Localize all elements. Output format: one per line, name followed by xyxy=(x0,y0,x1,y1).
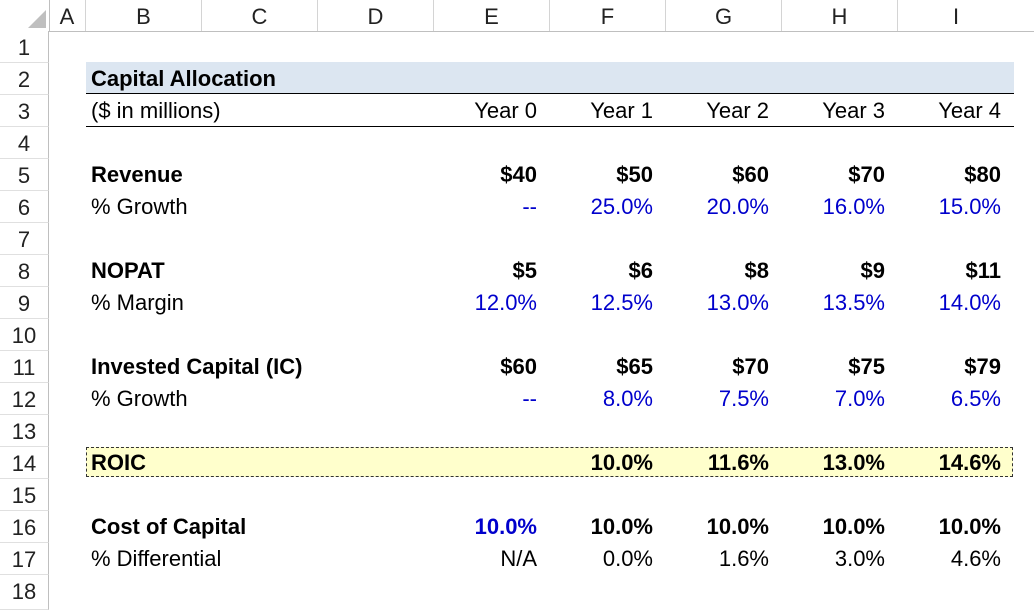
row-header-3[interactable]: 3 xyxy=(0,95,49,127)
column-header-f[interactable]: F xyxy=(550,0,666,31)
ic-growth-cell[interactable]: 7.0% xyxy=(834,386,885,411)
row-header-2[interactable]: 2 xyxy=(0,63,49,95)
column-header-b[interactable]: B xyxy=(86,0,202,31)
units-label[interactable]: ($ in millions) xyxy=(91,98,221,123)
cost-of-capital-cell[interactable]: 10.0% xyxy=(938,514,1001,539)
revenue-growth-cell[interactable]: 15.0% xyxy=(938,194,1001,219)
year-header[interactable]: Year 0 xyxy=(474,98,537,123)
ic-growth-cell[interactable]: -- xyxy=(522,386,537,411)
row-header-11[interactable]: 11 xyxy=(0,351,49,383)
column-header-e[interactable]: E xyxy=(434,0,550,31)
revenue-growth-cell[interactable]: -- xyxy=(522,194,537,219)
column-header-d[interactable]: D xyxy=(318,0,434,31)
differential-cell[interactable]: 3.0% xyxy=(834,546,885,571)
ic-growth-cell[interactable]: 6.5% xyxy=(950,386,1001,411)
nopat-cell[interactable]: $5 xyxy=(512,258,537,283)
row-header-8[interactable]: 8 xyxy=(0,255,49,287)
roic-cell[interactable]: 14.6% xyxy=(938,450,1001,475)
cost-of-capital-cell[interactable]: 10.0% xyxy=(822,514,885,539)
select-all-triangle-icon xyxy=(28,10,46,28)
nopat-margin-cell[interactable]: 12.0% xyxy=(474,290,537,315)
cost-of-capital-cell[interactable]: 10.0% xyxy=(590,514,653,539)
row-header-4[interactable]: 4 xyxy=(0,127,49,159)
revenue-cell[interactable]: $60 xyxy=(732,162,769,187)
sheet-title[interactable]: Capital Allocation xyxy=(91,66,276,91)
row-header-5[interactable]: 5 xyxy=(0,159,49,191)
cost-of-capital-cell[interactable]: 10.0% xyxy=(706,514,769,539)
differential-cell[interactable]: 1.6% xyxy=(718,546,769,571)
revenue-cell[interactable]: $50 xyxy=(616,162,653,187)
column-header-a[interactable]: A xyxy=(49,0,86,31)
invested-capital-cell[interactable]: $60 xyxy=(500,354,537,379)
column-header-i[interactable]: I xyxy=(952,4,960,29)
row-header-10[interactable]: 10 xyxy=(0,319,49,351)
roic-highlight-band xyxy=(86,447,1013,477)
nopat-cell[interactable]: $6 xyxy=(628,258,653,283)
differential-cell[interactable]: 0.0% xyxy=(602,546,653,571)
nopat-margin-cell[interactable]: 12.5% xyxy=(590,290,653,315)
row-header-9[interactable]: 9 xyxy=(0,287,49,319)
roic-label[interactable]: ROIC xyxy=(91,450,146,475)
roic-cell[interactable]: 13.0% xyxy=(822,450,885,475)
nopat-cell[interactable]: $11 xyxy=(965,258,1002,283)
row-header-15[interactable]: 15 xyxy=(0,479,49,511)
nopat-label[interactable]: NOPAT xyxy=(91,258,165,283)
row-header-14[interactable]: 14 xyxy=(0,447,49,479)
row-header-17[interactable]: 17 xyxy=(0,543,49,575)
year-header[interactable]: Year 3 xyxy=(822,98,885,123)
invested-capital-label[interactable]: Invested Capital (IC) xyxy=(91,354,303,379)
row-header-6[interactable]: 6 xyxy=(0,191,49,223)
invested-capital-cell[interactable]: $79 xyxy=(964,354,1001,379)
nopat-cell[interactable]: $9 xyxy=(860,258,885,283)
ic-growth-cell[interactable]: 8.0% xyxy=(602,386,653,411)
column-header-g[interactable]: G xyxy=(666,0,782,31)
differential-label[interactable]: % Differential xyxy=(91,546,222,571)
row-header-7[interactable]: 7 xyxy=(0,223,49,255)
ic-growth-cell[interactable]: 7.5% xyxy=(718,386,769,411)
revenue-cell[interactable]: $80 xyxy=(964,162,1001,187)
ic-growth-label[interactable]: % Growth xyxy=(91,386,188,411)
year-header[interactable]: Year 2 xyxy=(706,98,769,123)
invested-capital-cell[interactable]: $75 xyxy=(848,354,885,379)
nopat-margin-cell[interactable]: 14.0% xyxy=(938,290,1001,315)
year-header[interactable]: Year 4 xyxy=(938,98,1001,123)
revenue-label[interactable]: Revenue xyxy=(91,162,183,187)
units-underline xyxy=(86,126,1014,127)
revenue-growth-cell[interactable]: 20.0% xyxy=(706,194,769,219)
revenue-cell[interactable]: $70 xyxy=(848,162,885,187)
column-header-c[interactable]: C xyxy=(202,0,318,31)
title-band xyxy=(86,62,1014,94)
select-all-corner[interactable] xyxy=(0,0,50,31)
row-header-1[interactable]: 1 xyxy=(0,31,49,63)
nopat-margin-label[interactable]: % Margin xyxy=(91,290,184,315)
revenue-growth-cell[interactable]: 25.0% xyxy=(590,194,653,219)
differential-cell[interactable]: N/A xyxy=(500,546,537,571)
row-header-18[interactable]: 18 xyxy=(0,575,49,610)
nopat-cell[interactable]: $8 xyxy=(744,258,769,283)
invested-capital-cell[interactable]: $70 xyxy=(732,354,769,379)
cost-of-capital-label[interactable]: Cost of Capital xyxy=(91,514,247,539)
roic-cell[interactable]: 10.0% xyxy=(590,450,653,475)
nopat-margin-cell[interactable]: 13.0% xyxy=(706,290,769,315)
row-header-12[interactable]: 12 xyxy=(0,383,49,415)
column-header-h[interactable]: H xyxy=(782,0,898,31)
revenue-growth-label[interactable]: % Growth xyxy=(91,194,188,219)
roic-cell[interactable] xyxy=(434,446,537,478)
roic-cell[interactable]: 11.6% xyxy=(707,450,769,475)
differential-cell[interactable]: 4.6% xyxy=(950,546,1001,571)
nopat-margin-cell[interactable]: 13.5% xyxy=(822,290,885,315)
revenue-growth-cell[interactable]: 16.0% xyxy=(822,194,885,219)
invested-capital-cell[interactable]: $65 xyxy=(616,354,653,379)
column-header-bar: A B C D E F G H I xyxy=(0,0,1034,32)
cost-of-capital-input[interactable]: 10.0% xyxy=(474,514,537,539)
row-header-16[interactable]: 16 xyxy=(0,511,49,543)
year-header[interactable]: Year 1 xyxy=(590,98,653,123)
row-header-13[interactable]: 13 xyxy=(0,415,49,447)
revenue-cell[interactable]: $40 xyxy=(500,162,537,187)
